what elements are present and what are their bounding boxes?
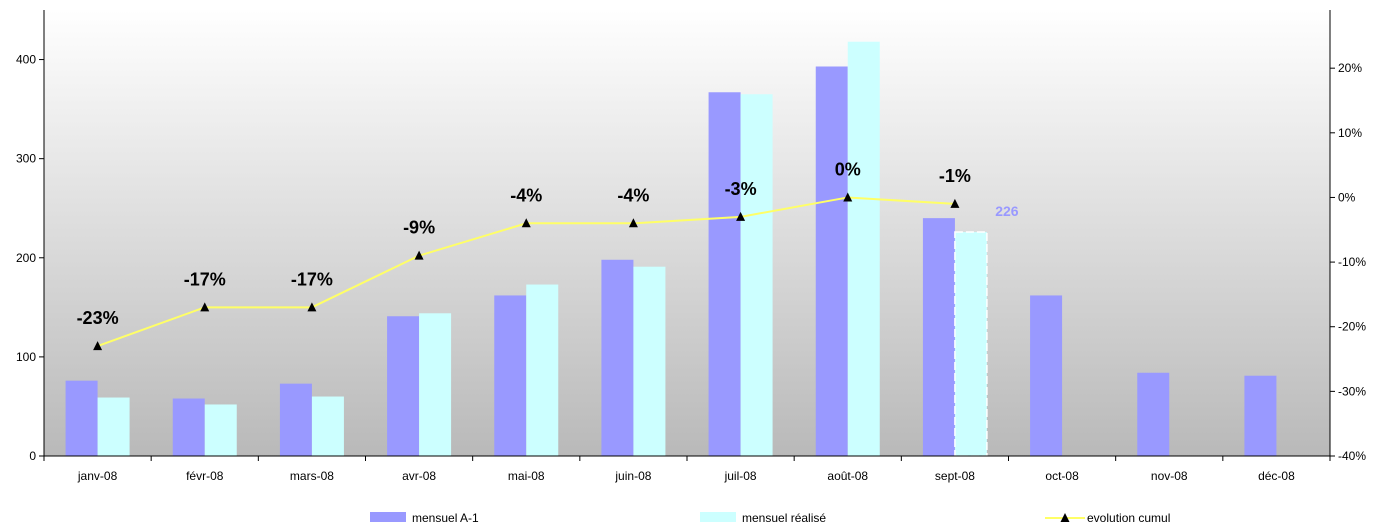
point-label-evolution: 0%: [835, 159, 861, 179]
point-label-evolution: -4%: [617, 185, 649, 205]
bar-mensuel-a1: [922, 218, 955, 456]
point-label-evolution: -4%: [510, 185, 542, 205]
legend-swatch-bar: [370, 512, 406, 522]
marker-evolution-cumul: [843, 192, 853, 202]
bar-mensuel-a1: [708, 92, 741, 457]
x-tick-label: sept-08: [935, 469, 975, 483]
bar-mensuel-realise: [740, 94, 773, 456]
legend-label: mensuel réalisé: [742, 511, 826, 525]
x-tick-label: oct-08: [1045, 469, 1079, 483]
y-right-tick-label: 20%: [1338, 61, 1362, 75]
marker-evolution-cumul: [628, 218, 638, 228]
bar-mensuel-realise: [97, 397, 130, 456]
x-tick-label: févr-08: [186, 469, 224, 483]
y-left-tick-label: 300: [16, 152, 36, 166]
bar-mensuel-a1: [172, 398, 205, 456]
marker-evolution-cumul: [93, 341, 103, 351]
x-tick-label: mai-08: [508, 469, 545, 483]
marker-evolution-cumul: [736, 211, 746, 221]
bar-mensuel-realise: [954, 231, 988, 457]
bar-mensuel-a1: [494, 295, 527, 456]
legend: mensuel A-1 mensuel réalisé evolution cumu…: [370, 511, 1170, 525]
bar-mensuel-realise: [311, 396, 344, 456]
data-label-realise: 226: [995, 203, 1019, 219]
bar-mensuel-a1: [279, 383, 312, 456]
point-label-evolution: -1%: [939, 166, 971, 186]
data-labels: -23% -17% -17% -9% -4% -4% -3% 0% -1% 226: [77, 159, 1019, 328]
x-tick-label: avr-08: [402, 469, 436, 483]
y-right-tick-label: 10%: [1338, 126, 1362, 140]
x-tick-label: déc-08: [1258, 469, 1295, 483]
point-label-evolution: -17%: [291, 269, 333, 289]
series-evolution-cumul: [93, 192, 960, 351]
y-right-tick-label: 0%: [1338, 190, 1356, 204]
point-label-evolution: -9%: [403, 218, 435, 238]
bar-mensuel-a1: [387, 316, 420, 456]
axes: 0 100 200 300 400 -40% -30% -20% -10% 0% 10% 20% jan…: [16, 10, 1366, 483]
series-mensuel-a1: [65, 66, 1277, 457]
x-tick-label: juin-08: [614, 469, 651, 483]
y-right-tick-label: -10%: [1338, 255, 1366, 269]
marker-evolution-cumul: [950, 198, 960, 208]
y-left-tick-label: 200: [16, 251, 36, 265]
marker-evolution-cumul: [307, 302, 317, 312]
point-label-evolution: -3%: [725, 179, 757, 199]
y-right-tick-label: -20%: [1338, 320, 1366, 334]
legend-swatch-bar: [700, 512, 736, 522]
y-right-tick-label: -30%: [1338, 384, 1366, 398]
bar-mensuel-a1: [815, 66, 848, 456]
bar-mensuel-realise: [204, 404, 237, 456]
bar-mensuel-a1: [1030, 295, 1063, 456]
bar-mensuel-a1: [1137, 372, 1170, 456]
series-mensuel-realise: [97, 41, 988, 457]
plot-area: [44, 10, 1330, 456]
marker-evolution-cumul: [414, 250, 424, 260]
legend-label: mensuel A-1: [412, 511, 479, 525]
x-tick-label: janv-08: [77, 469, 118, 483]
x-tick-label: août-08: [827, 469, 868, 483]
marker-evolution-cumul: [200, 302, 210, 312]
bar-mensuel-realise: [419, 313, 452, 456]
bar-mensuel-a1: [65, 380, 98, 456]
y-right-tick-label: -40%: [1338, 449, 1366, 463]
y-left-tick-label: 400: [16, 53, 36, 67]
bar-mensuel-realise: [526, 284, 559, 456]
bar-mensuel-a1: [1244, 375, 1277, 456]
point-label-evolution: -17%: [184, 269, 226, 289]
y-left-tick-label: 0: [29, 449, 36, 463]
x-tick-label: mars-08: [290, 469, 334, 483]
y-left-tick-label: 100: [16, 350, 36, 364]
x-tick-label: juil-08: [724, 469, 757, 483]
marker-evolution-cumul: [521, 218, 531, 228]
x-tick-label: nov-08: [1151, 469, 1188, 483]
bar-mensuel-realise: [633, 266, 666, 456]
bar-mensuel-realise: [847, 41, 880, 457]
point-label-evolution: -23%: [77, 308, 119, 328]
bar-mensuel-a1: [601, 259, 634, 456]
legend-label: evolution cumul: [1087, 511, 1170, 525]
legend-marker-triangle: [1060, 513, 1070, 522]
